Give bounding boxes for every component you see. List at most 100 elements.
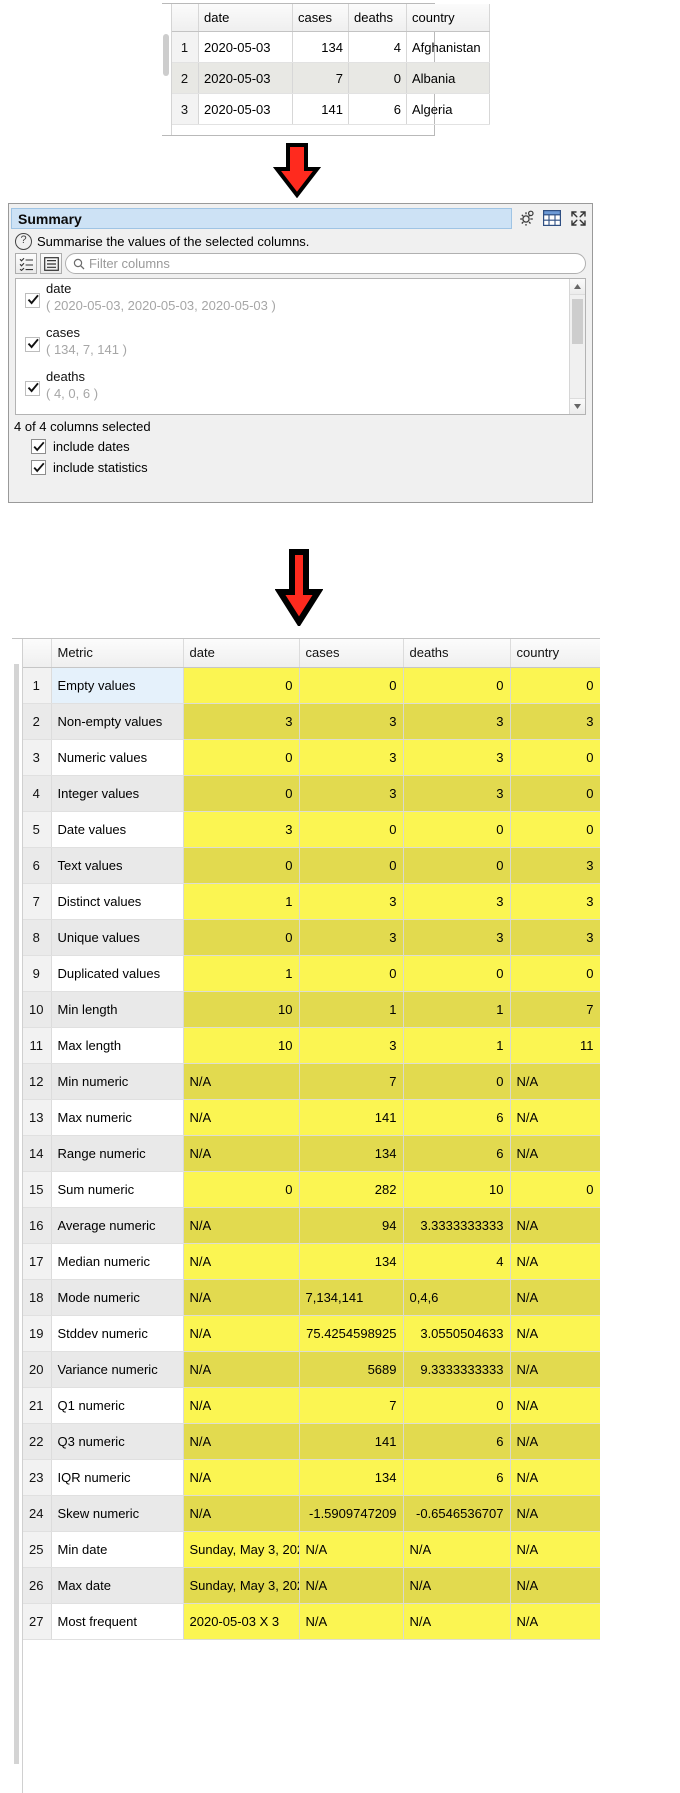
cell-deaths[interactable]: 6 <box>403 1099 511 1136</box>
cell-date[interactable]: N/A <box>183 1243 300 1280</box>
cell-metric[interactable]: Empty values <box>51 667 184 704</box>
checkbox-deaths[interactable] <box>25 381 40 396</box>
list-item[interactable]: deaths ( 4, 0, 6 ) <box>16 367 585 411</box>
table-row[interactable]: 24 Skew numeric N/A -1.5909747209 -0.6546536… <box>22 1495 600 1532</box>
scrollbar-thumb[interactable] <box>163 34 169 76</box>
table-icon[interactable] <box>540 207 564 230</box>
cell-date[interactable]: N/A <box>183 1099 300 1136</box>
cell-cases[interactable]: 3 <box>299 739 404 776</box>
cell-country[interactable]: 0 <box>510 667 600 704</box>
cell-metric[interactable]: Q1 numeric <box>51 1387 184 1424</box>
cell-date[interactable]: 1 <box>183 883 300 920</box>
scrollbar-thumb[interactable] <box>572 299 583 344</box>
table-row[interactable]: 2 2020-05-03 7 0 Albania <box>171 62 490 94</box>
cell-cases[interactable]: 3 <box>299 883 404 920</box>
source-grid-scrollbar[interactable] <box>162 4 172 135</box>
cell-country[interactable]: N/A <box>510 1315 600 1352</box>
cell-metric[interactable]: Most frequent <box>51 1603 184 1640</box>
cell-cases[interactable]: N/A <box>299 1567 404 1604</box>
cell-cases[interactable]: 134 <box>292 31 349 63</box>
cell-metric[interactable]: Max numeric <box>51 1099 184 1136</box>
filter-columns-input[interactable]: Filter columns <box>65 253 586 274</box>
cell-metric[interactable]: Max date <box>51 1567 184 1604</box>
cell-deaths[interactable]: 0 <box>403 667 511 704</box>
cell-date[interactable]: N/A <box>183 1063 300 1100</box>
table-row[interactable]: 6 Text values 0 0 0 3 <box>22 847 600 884</box>
cell-metric[interactable]: Range numeric <box>51 1135 184 1172</box>
check-list-icon[interactable] <box>15 253 37 274</box>
checkbox-include-statistics[interactable] <box>31 460 46 475</box>
cell-deaths[interactable]: N/A <box>403 1531 511 1568</box>
table-row[interactable]: 11 Max length 10 3 1 11 <box>22 1027 600 1064</box>
cell-country[interactable]: 3 <box>510 703 600 740</box>
table-row[interactable]: 15 Sum numeric 0 282 10 0 <box>22 1171 600 1208</box>
table-row[interactable]: 14 Range numeric N/A 134 6 N/A <box>22 1135 600 1172</box>
cell-metric[interactable]: Mode numeric <box>51 1279 184 1316</box>
table-row[interactable]: 10 Min length 10 1 1 7 <box>22 991 600 1028</box>
cell-country[interactable]: N/A <box>510 1135 600 1172</box>
cell-deaths[interactable]: 3.3333333333 <box>403 1207 511 1244</box>
cell-deaths[interactable]: 3 <box>403 883 511 920</box>
cell-deaths[interactable]: 3.0550504633 <box>403 1315 511 1352</box>
table-row[interactable]: 5 Date values 3 0 0 0 <box>22 811 600 848</box>
checkbox-cases[interactable] <box>25 337 40 352</box>
cell-cases[interactable]: N/A <box>299 1603 404 1640</box>
cell-cases[interactable]: 7,134,141 <box>299 1279 404 1316</box>
cell-deaths[interactable]: 3 <box>403 703 511 740</box>
cell-deaths[interactable]: 6 <box>348 93 407 125</box>
summary-result-grid[interactable]: Metric date cases deaths country 1 Empty … <box>12 638 600 1793</box>
cell-country[interactable]: N/A <box>510 1279 600 1316</box>
cell-metric[interactable]: Average numeric <box>51 1207 184 1244</box>
cell-country[interactable]: N/A <box>510 1459 600 1496</box>
cell-cases[interactable]: 75.4254598925 <box>299 1315 404 1352</box>
cell-deaths[interactable]: 6 <box>403 1135 511 1172</box>
cell-cases[interactable]: 134 <box>299 1135 404 1172</box>
list-icon[interactable] <box>40 253 62 274</box>
source-col-header-country[interactable]: country <box>406 4 490 32</box>
table-row[interactable]: 18 Mode numeric N/A 7,134,141 0,4,6 N/A <box>22 1279 600 1316</box>
cell-cases[interactable]: 7 <box>299 1063 404 1100</box>
cell-deaths[interactable]: 6 <box>403 1423 511 1460</box>
option-include-statistics[interactable]: include statistics <box>9 457 592 478</box>
scroll-up-icon[interactable] <box>570 279 585 295</box>
cell-date[interactable]: N/A <box>183 1387 300 1424</box>
cell-date[interactable]: N/A <box>183 1279 300 1316</box>
cell-country[interactable]: 0 <box>510 1171 600 1208</box>
cell-cases[interactable]: 282 <box>299 1171 404 1208</box>
cell-date[interactable]: 0 <box>183 775 300 812</box>
option-include-dates[interactable]: include dates <box>9 436 592 457</box>
cell-country[interactable]: 3 <box>510 883 600 920</box>
cell-deaths[interactable]: 3 <box>403 919 511 956</box>
cell-date[interactable]: 10 <box>183 1027 300 1064</box>
cell-country[interactable]: N/A <box>510 1207 600 1244</box>
cell-date[interactable]: N/A <box>183 1135 300 1172</box>
cell-metric[interactable]: Text values <box>51 847 184 884</box>
cell-cases[interactable]: -1.5909747209 <box>299 1495 404 1532</box>
cell-country[interactable]: 0 <box>510 811 600 848</box>
cell-cases[interactable]: 7 <box>299 1387 404 1424</box>
cell-date[interactable]: 2020-05-03 <box>198 93 293 125</box>
cell-cases[interactable]: 1 <box>299 991 404 1028</box>
cell-country[interactable]: 0 <box>510 955 600 992</box>
cell-date[interactable]: 0 <box>183 739 300 776</box>
cell-deaths[interactable]: N/A <box>403 1567 511 1604</box>
cell-deaths[interactable]: 1 <box>403 991 511 1028</box>
cell-country[interactable]: 0 <box>510 739 600 776</box>
table-row[interactable]: 27 Most frequent 2020-05-03 X 3 N/A N/A N/A <box>22 1603 600 1640</box>
table-row[interactable]: 22 Q3 numeric N/A 141 6 N/A <box>22 1423 600 1460</box>
cell-deaths[interactable]: 0 <box>403 1387 511 1424</box>
cell-metric[interactable]: Stddev numeric <box>51 1315 184 1352</box>
cell-date[interactable]: 10 <box>183 991 300 1028</box>
table-row[interactable]: 3 Numeric values 0 3 3 0 <box>22 739 600 776</box>
table-row[interactable]: 19 Stddev numeric N/A 75.4254598925 3.055050… <box>22 1315 600 1352</box>
cell-cases[interactable]: 3 <box>299 1027 404 1064</box>
cell-country[interactable]: N/A <box>510 1495 600 1532</box>
result-grid-scrollbar[interactable] <box>12 639 23 1793</box>
cell-country[interactable]: N/A <box>510 1423 600 1460</box>
cell-metric[interactable]: Integer values <box>51 775 184 812</box>
cell-deaths[interactable]: 0,4,6 <box>403 1279 511 1316</box>
cell-country[interactable]: N/A <box>510 1387 600 1424</box>
cell-date[interactable]: N/A <box>183 1423 300 1460</box>
